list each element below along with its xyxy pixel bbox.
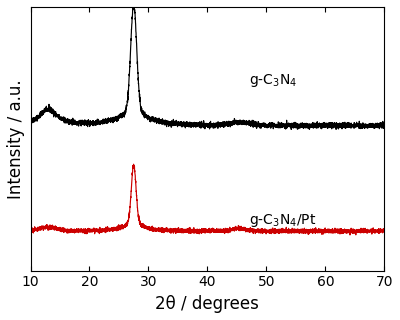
- Text: g-C$_3$N$_4$: g-C$_3$N$_4$: [249, 72, 297, 89]
- X-axis label: 2θ / degrees: 2θ / degrees: [156, 295, 259, 313]
- Text: g-C$_3$N$_4$/Pt: g-C$_3$N$_4$/Pt: [249, 212, 316, 229]
- Y-axis label: Intensity / a.u.: Intensity / a.u.: [7, 79, 25, 199]
